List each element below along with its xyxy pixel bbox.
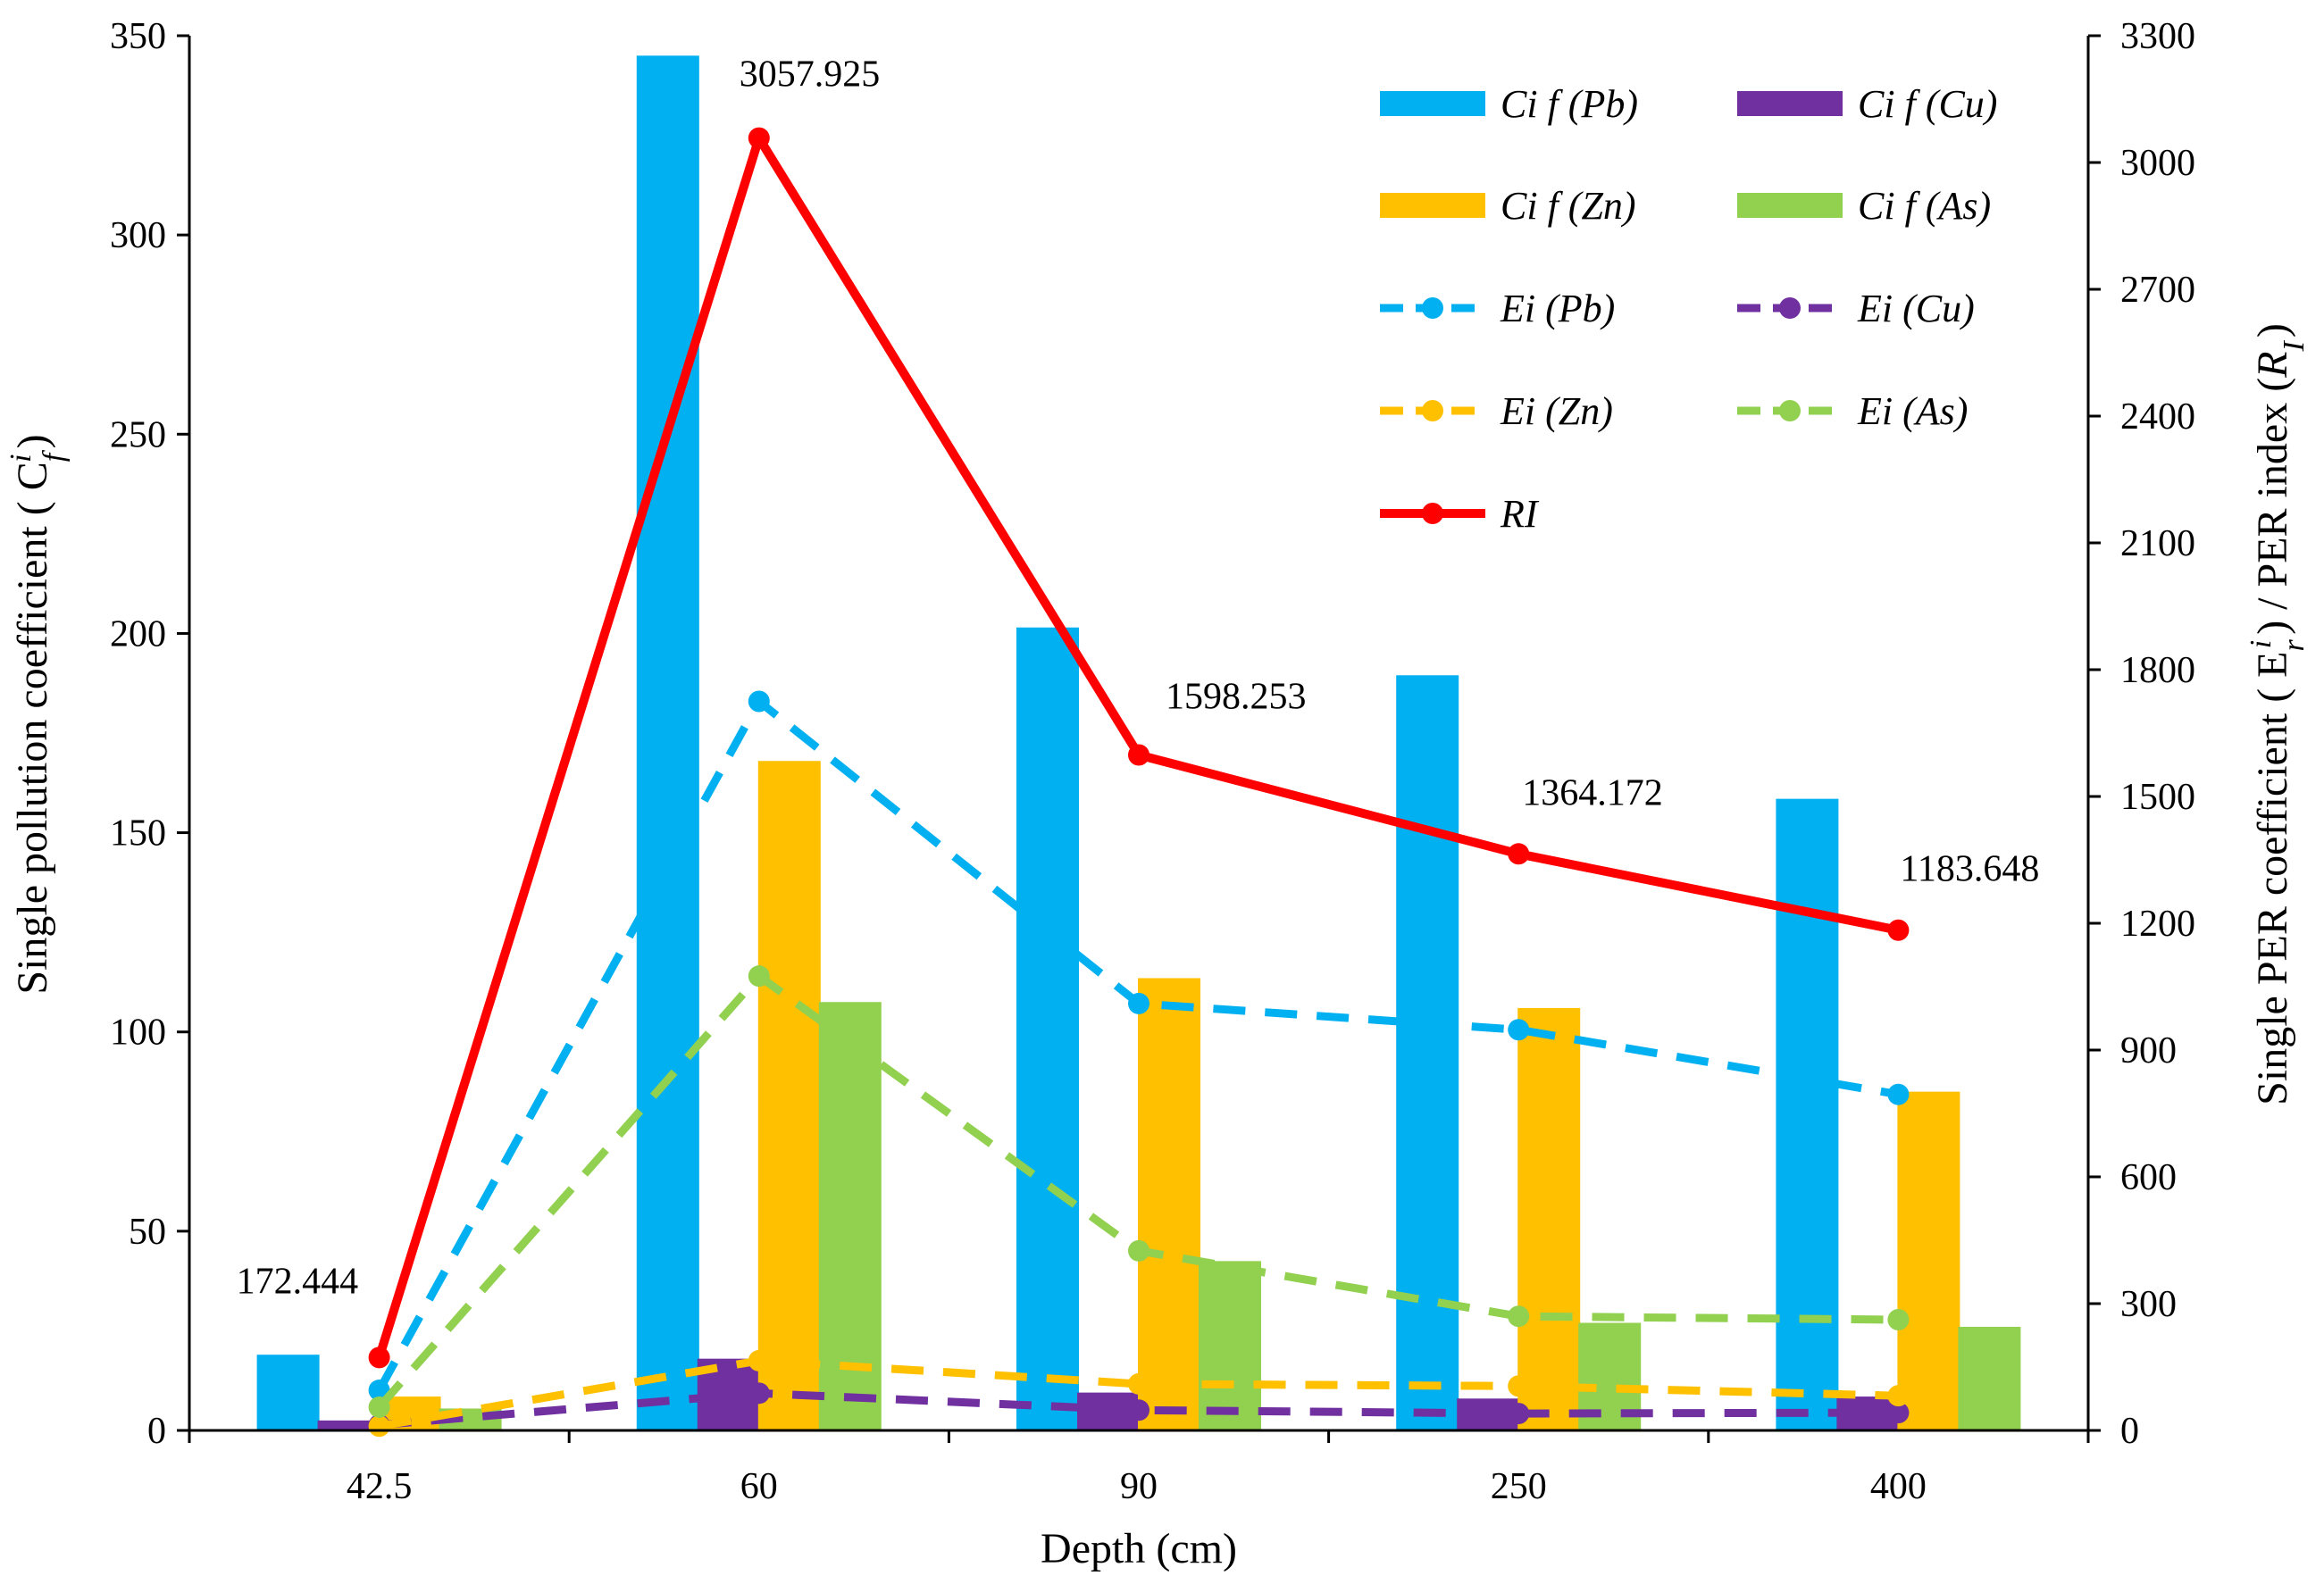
legend-ei-zn-marker [1422, 400, 1443, 421]
y-axis-left-title: Single pollution coefficient ( Cfi) [4, 434, 71, 994]
y-left-tick-label: 250 [110, 414, 166, 455]
legend: Ci f (Pb) Ci f (Cu) Ci f (Zn) Ci f (As) Ei (… [1380, 82, 1997, 536]
point-ei-pb-250 [1508, 1019, 1530, 1041]
y-axis-right-title: Single PER coefficient ( Eri) / PER inde… [2245, 323, 2311, 1105]
bar-ci-f-pb-90 [1016, 627, 1079, 1430]
x-tick-label: 400 [1870, 1466, 1927, 1507]
legend-ei-cu-label: Ei (Cu) [1857, 287, 1975, 330]
point-ei-as-250 [1508, 1305, 1530, 1328]
legend-ci-f-zn-swatch [1380, 193, 1485, 218]
bar-ci-f-pb-400 [1776, 798, 1839, 1430]
bar-ci-f-pb-42.5 [256, 1355, 320, 1430]
point-ei-zn-90 [1128, 1372, 1149, 1395]
y-right-tick-label: 1800 [2120, 650, 2195, 691]
y-right-tick-label: 600 [2120, 1157, 2177, 1198]
y-left-tick-label: 300 [110, 215, 166, 256]
line-ei-cu [379, 1388, 1899, 1430]
bar-ci-f-pb-60 [636, 55, 699, 1430]
bar-ci-f-zn-60 [757, 761, 821, 1430]
legend-ci-f-pb-label: Ci f (Pb) [1501, 82, 1638, 126]
y-left-tick-label: 100 [110, 1013, 166, 1054]
ri-data-label: 172.444 [237, 1261, 359, 1302]
point-ri-90 [1128, 744, 1149, 766]
bar-group [256, 55, 2021, 1430]
y-right-tick-label: 1200 [2120, 904, 2195, 945]
x-axis-title: Depth (cm) [1041, 1525, 1237, 1572]
legend-ci-f-as-label: Ci f (As) [1858, 184, 1991, 228]
legend-ei-pb-label: Ei (Pb) [1500, 287, 1615, 330]
ri-data-label: 3057.925 [740, 54, 881, 96]
y-right-tick-label: 300 [2120, 1284, 2177, 1325]
bar-ci-f-zn-90 [1138, 978, 1200, 1430]
bar-ci-f-pb-250 [1396, 675, 1459, 1430]
axes: 0 50 100 150 200 250 300 350 0 300 600 900 1200 1500 1… [110, 16, 2195, 1507]
point-ei-as-42.5 [368, 1396, 390, 1418]
y-right-tick-label: 2400 [2120, 396, 2195, 438]
point-ei-zn-42.5 [368, 1415, 390, 1438]
x-tick-label: 60 [740, 1466, 778, 1507]
point-ei-pb-90 [1128, 992, 1149, 1014]
legend-ei-cu-marker [1779, 297, 1801, 319]
legend-ci-f-cu-label: Ci f (Cu) [1858, 82, 1997, 126]
legend-ci-f-zn-label: Ci f (Zn) [1501, 184, 1636, 228]
y-left-tick-label: 150 [110, 813, 166, 855]
point-ri-60 [748, 127, 770, 149]
point-ei-as-60 [748, 965, 770, 988]
y-left-tick-label: 50 [129, 1212, 166, 1253]
point-ei-zn-250 [1508, 1375, 1530, 1397]
line-ei-zn [378, 1356, 1899, 1430]
point-ei-cu-400 [1887, 1402, 1910, 1424]
ri-data-label: 1598.253 [1166, 676, 1307, 717]
y-right-tick-label: 1500 [2120, 777, 2195, 818]
line-group [368, 127, 1910, 1438]
y-left-tick-label: 200 [110, 613, 166, 654]
data-labels: 172.444 3057.925 1598.253 1364.172 1183.648 [237, 54, 2040, 1303]
point-ei-pb-60 [748, 690, 770, 713]
y-right-tick-label: 900 [2120, 1030, 2177, 1071]
point-ri-250 [1508, 843, 1530, 865]
point-ei-cu-250 [1508, 1403, 1530, 1425]
legend-ci-f-cu-swatch [1737, 91, 1843, 116]
y-right-tick-label: 2100 [2120, 523, 2195, 564]
x-tick-label: 42.5 [347, 1466, 413, 1507]
y-left-tick-label: 350 [110, 16, 166, 57]
legend-ei-zn-label: Ei (Zn) [1500, 389, 1613, 433]
point-ei-zn-60 [748, 1349, 770, 1371]
bar-ci-f-cu-42.5 [317, 1420, 380, 1430]
legend-ei-as-label: Ei (As) [1857, 389, 1968, 433]
y-right-tick-label: 3300 [2120, 16, 2195, 57]
point-ei-cu-60 [748, 1382, 770, 1405]
ri-data-label: 1364.172 [1522, 772, 1663, 813]
y-left-tick-label: 0 [147, 1411, 166, 1452]
x-tick-label: 90 [1120, 1466, 1158, 1507]
bar-ci-f-zn-400 [1897, 1091, 1960, 1430]
y-right-tick-label: 3000 [2120, 143, 2195, 184]
point-ei-as-400 [1887, 1308, 1910, 1330]
point-ei-cu-90 [1128, 1399, 1149, 1421]
legend-ri-marker [1422, 503, 1443, 524]
point-ei-zn-400 [1887, 1385, 1910, 1407]
point-ei-pb-400 [1887, 1083, 1910, 1105]
point-ri-400 [1887, 919, 1910, 941]
bar-ci-f-as-90 [1199, 1261, 1261, 1430]
legend-ci-f-pb-swatch [1380, 91, 1485, 116]
legend-ei-as-marker [1779, 400, 1801, 421]
legend-ei-pb-marker [1422, 297, 1443, 319]
legend-ci-f-as-swatch [1737, 193, 1843, 218]
x-tick-label: 250 [1491, 1466, 1547, 1507]
y-right-tick-label: 2700 [2120, 270, 2195, 311]
bar-ci-f-as-400 [1958, 1326, 2021, 1430]
y-right-tick-label: 0 [2120, 1411, 2139, 1452]
bar-ci-f-zn-250 [1517, 1007, 1581, 1430]
legend-ri-label: RI [1500, 492, 1540, 536]
point-ei-as-90 [1128, 1239, 1149, 1262]
point-ri-42.5 [368, 1346, 390, 1369]
bar-ci-f-as-60 [818, 1002, 882, 1430]
ri-data-label: 1183.648 [1900, 849, 2039, 890]
